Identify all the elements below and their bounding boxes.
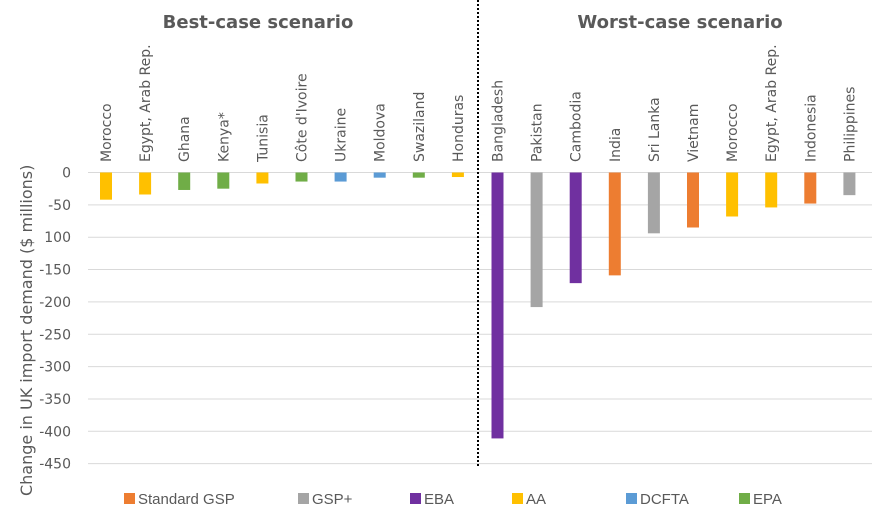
legend-label: Standard GSP [138,491,235,508]
bar [726,172,739,217]
y-axis-ticks: 0 -50 100 -150 -200 -250 -300 -350 -400 -450 [39,166,71,473]
y-tick-label: 0 [62,166,71,182]
legend-item: EBA [410,491,454,508]
bar [295,172,308,182]
category-labels: Morocco Egypt, Arab Rep. Ghana Kenya* Tunisi… [99,44,858,163]
bar [765,172,778,208]
y-tick-label: -400 [39,424,71,440]
category-label: Moldova [373,103,389,162]
y-tick-label: 100 [44,230,71,246]
legend-label: DCFTA [640,491,689,508]
y-tick-label: -350 [39,392,71,408]
bars [100,172,856,439]
category-label: Egypt, Arab Rep. [764,44,780,162]
bar [530,172,543,308]
bar [178,172,191,190]
bar [373,172,386,178]
legend-label: AA [526,491,546,508]
category-label: Sri Lanka [647,97,663,162]
y-tick-label: -450 [39,457,71,473]
category-label: Swaziland [412,92,428,162]
legend-item: EPA [739,491,782,508]
legend-swatch [298,493,309,504]
category-label: Philippines [842,87,858,162]
legend-item: GSP+ [298,491,353,508]
gridlines [88,172,872,465]
category-label: Ghana [177,116,193,162]
category-label: Cambodia [569,91,585,162]
category-label: Morocco [725,103,741,162]
worst-case-title: Worst-case scenario [577,12,782,33]
bar [256,172,269,184]
category-label: Morocco [99,103,115,162]
category-label: Egypt, Arab Rep. [138,44,154,162]
legend-item: AA [512,491,546,508]
y-tick-label: -300 [39,360,71,376]
legend-label: GSP+ [312,491,353,508]
legend-swatch [124,493,135,504]
category-label: India [608,128,624,162]
y-tick-label: -200 [39,295,71,311]
bar [334,172,347,182]
y-tick-label: -150 [39,263,71,279]
legend-swatch [739,493,750,504]
bar [647,172,660,234]
legend-swatch [512,493,523,504]
bar [491,172,504,439]
bar [412,172,425,178]
legend-label: EBA [424,491,454,508]
category-label: Ukraine [334,108,350,162]
category-label: Côte d'Ivoire [295,73,311,162]
y-tick-label: -50 [48,198,71,214]
category-label: Kenya* [216,112,232,162]
bar [451,172,464,178]
y-axis-label: Change in UK import demand ($ millions) [17,165,36,496]
best-case-title: Best-case scenario [163,12,354,33]
bar [804,172,817,204]
bar [608,172,621,276]
legend-swatch [626,493,637,504]
bar [100,172,112,200]
category-label: Tunisia [255,114,271,163]
category-label: Honduras [451,95,467,162]
legend-item: DCFTA [626,491,689,508]
bar [687,172,699,228]
y-tick-label: -250 [39,327,71,343]
bar [843,172,856,196]
bar [217,172,230,189]
legend-swatch [410,493,421,504]
bar [139,172,152,195]
bar [569,172,582,284]
category-label: Bangladesh [491,80,507,162]
legend: Standard GSP GSP+ EBA AA DCFTA EPA [124,491,782,508]
category-label: Pakistan [530,103,546,162]
legend-item: Standard GSP [124,491,235,508]
legend-label: EPA [753,491,782,508]
category-label: Vietnam [686,104,702,162]
category-label: Indonesia [803,94,819,162]
